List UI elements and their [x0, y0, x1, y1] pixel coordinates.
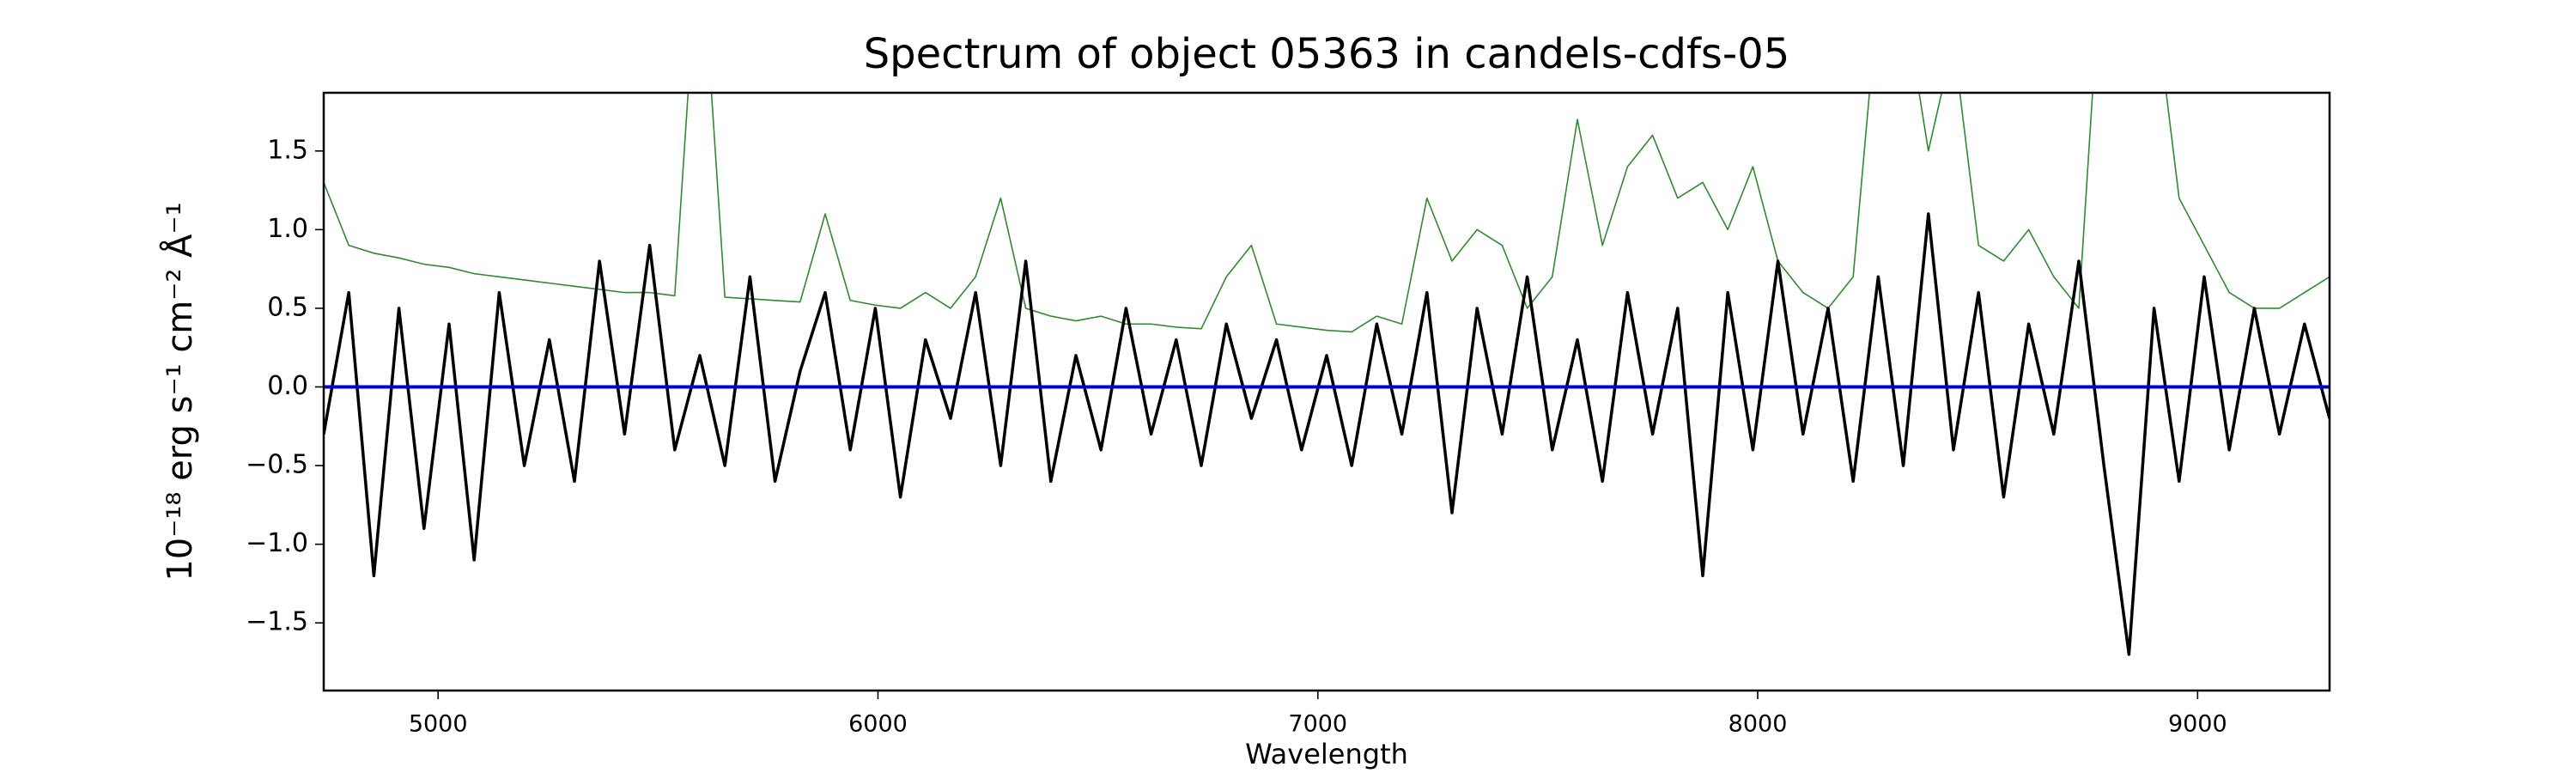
y-tick-label: −1.5 [246, 607, 308, 637]
spectrum-line [324, 212, 2330, 656]
plot-frame [322, 91, 2331, 692]
x-tick-label: 6000 [848, 711, 908, 738]
x-tick-label: 7000 [1288, 711, 1347, 738]
y-tick-label: 1.0 [267, 214, 308, 244]
x-tick-label: 9000 [2168, 711, 2227, 738]
y-axis-label: 10⁻¹⁸ erg s⁻¹ cm⁻² Å⁻¹ [159, 202, 200, 581]
y-tick-label: 1.5 [267, 135, 308, 165]
y-tick-label: −0.5 [246, 450, 308, 480]
x-tick-label: 5000 [409, 711, 468, 738]
x-axis-label: Wavelength [1245, 738, 1408, 770]
chart-title: Spectrum of object 05363 in candels-cdfs… [864, 30, 1790, 78]
y-tick-label: −1.0 [246, 528, 308, 558]
y-tick-label: 0.5 [267, 292, 308, 322]
y-tick-label: 0.0 [267, 371, 308, 401]
plot-lines [324, 93, 2330, 656]
x-tick-label: 8000 [1728, 711, 1788, 738]
spectrum-line [324, 93, 2330, 333]
